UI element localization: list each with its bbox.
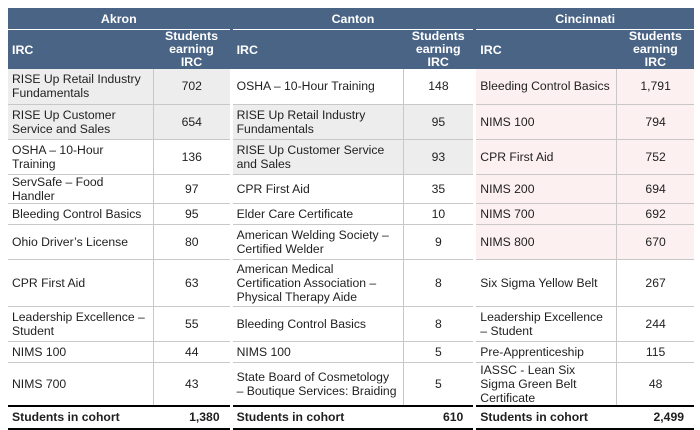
canton-irc-cell: CPR First Aid	[232, 174, 404, 204]
cincinnati-count-cell: 752	[616, 139, 694, 175]
akron-count-cell: 95	[152, 203, 230, 225]
akron-count-cell: 654	[152, 104, 230, 140]
akron-irc-cell: Ohio Driver’s License	[8, 224, 154, 260]
akron-count-cell: 80	[152, 224, 230, 260]
students-column-header: Students earning IRC	[403, 29, 474, 69]
cincinnati-count-cell: 115	[616, 341, 694, 363]
cincinnati-irc-cell: NIMS 100	[476, 104, 617, 140]
totals-value-akron: 1,380	[153, 404, 230, 430]
table-row: Leadership Excellence – Student 55 Bleedin…	[8, 306, 694, 342]
table-row: RISE Up Retail Industry Fundamentals 702 O…	[8, 69, 694, 105]
table-row: Ohio Driver’s License 80 American Welding …	[8, 224, 694, 260]
irc-table-container: Akron Canton Cincinnati IRC Students earn…	[8, 8, 694, 430]
city-header-row: Akron Canton Cincinnati	[8, 8, 694, 30]
city-header-cincinnati: Cincinnati	[476, 8, 694, 30]
canton-count-cell: 95	[402, 104, 474, 140]
akron-count-cell: 44	[152, 341, 230, 363]
akron-count-cell: 702	[152, 69, 230, 105]
canton-count-cell: 148	[402, 69, 474, 105]
canton-irc-cell: Bleeding Control Basics	[232, 306, 404, 342]
canton-irc-cell: State Board of Cosmetology – Boutique Se…	[232, 362, 404, 406]
canton-count-cell: 8	[402, 306, 474, 342]
akron-count-cell: 136	[152, 139, 230, 175]
cincinnati-count-cell: 1,791	[616, 69, 694, 105]
cincinnati-irc-cell: Six Sigma Yellow Belt	[476, 259, 617, 307]
akron-irc-cell: CPR First Aid	[8, 259, 154, 307]
cincinnati-irc-cell: NIMS 800	[476, 224, 617, 260]
canton-count-cell: 5	[402, 341, 474, 363]
totals-label-canton: Students in cohort	[232, 404, 404, 430]
totals-row: Students in cohort 1,380 Students in coh…	[8, 404, 694, 430]
table-row: NIMS 100 44 NIMS 100 5 Pre-Apprenticeship 115	[8, 341, 694, 363]
cincinnati-irc-cell: Bleeding Control Basics	[476, 69, 617, 105]
cincinnati-irc-cell: Pre-Apprenticeship	[476, 341, 617, 363]
akron-irc-cell: Bleeding Control Basics	[8, 203, 154, 225]
canton-irc-cell: RISE Up Retail Industry Fundamentals	[232, 104, 404, 140]
canton-irc-cell: Elder Care Certificate	[232, 203, 404, 225]
canton-irc-cell: American Welding Society – Certified Wel…	[232, 224, 404, 260]
akron-irc-cell: RISE Up Customer Service and Sales	[8, 104, 154, 140]
cincinnati-irc-cell: NIMS 700	[476, 203, 617, 225]
cincinnati-irc-cell: CPR First Aid	[476, 139, 617, 175]
table-row: OSHA – 10-Hour Training 136 RISE Up Custom…	[8, 139, 694, 175]
canton-count-cell: 10	[402, 203, 474, 225]
table-row: Bleeding Control Basics 95 Elder Care Cert…	[8, 203, 694, 225]
cincinnati-count-cell: 267	[616, 259, 694, 307]
akron-irc-cell: NIMS 100	[8, 341, 154, 363]
akron-count-cell: 55	[152, 306, 230, 342]
canton-irc-cell: NIMS 100	[232, 341, 404, 363]
totals-value-cincinnati: 2,499	[616, 404, 694, 430]
city-header-canton: Canton	[232, 8, 474, 30]
irc-table: Akron Canton Cincinnati IRC Students earn…	[8, 8, 694, 430]
totals-label-akron: Students in cohort	[8, 404, 154, 430]
totals-value-canton: 610	[403, 404, 474, 430]
irc-column-header: IRC	[232, 29, 404, 69]
city-header-akron: Akron	[8, 8, 230, 30]
irc-column-header: IRC	[8, 29, 154, 69]
students-column-header: Students earning IRC	[153, 29, 230, 69]
canton-count-cell: 35	[402, 174, 474, 204]
akron-irc-cell: RISE Up Retail Industry Fundamentals	[8, 69, 154, 105]
akron-count-cell: 97	[152, 174, 230, 204]
canton-irc-cell: American Medical Certification Associati…	[232, 259, 404, 307]
canton-count-cell: 93	[402, 139, 474, 175]
cincinnati-count-cell: 694	[616, 174, 694, 204]
akron-irc-cell: NIMS 700	[8, 362, 154, 406]
table-row: CPR First Aid 63 American Medical Certific…	[8, 259, 694, 307]
totals-label-cincinnati: Students in cohort	[476, 404, 617, 430]
table-row: ServSafe – Food Handler 97 CPR First Aid 35…	[8, 174, 694, 204]
column-header-row: IRC Students earning IRC IRC Students earn…	[8, 29, 694, 69]
table-row: NIMS 700 43 State Board of Cosmetology – B…	[8, 362, 694, 406]
akron-count-cell: 43	[152, 362, 230, 406]
irc-column-header: IRC	[476, 29, 617, 69]
canton-irc-cell: RISE Up Customer Service and Sales	[232, 139, 404, 175]
cincinnati-count-cell: 794	[616, 104, 694, 140]
students-column-header: Students earning IRC	[616, 29, 694, 69]
canton-count-cell: 5	[402, 362, 474, 406]
cincinnati-count-cell: 244	[616, 306, 694, 342]
akron-irc-cell: OSHA – 10-Hour Training	[8, 139, 154, 175]
cincinnati-count-cell: 48	[616, 362, 694, 406]
cincinnati-count-cell: 670	[616, 224, 694, 260]
table-row: RISE Up Customer Service and Sales 654 RIS…	[8, 104, 694, 140]
cincinnati-irc-cell: IASSC - Lean Six Sigma Green Belt Certif…	[476, 362, 617, 406]
akron-irc-cell: Leadership Excellence – Student	[8, 306, 154, 342]
akron-irc-cell: ServSafe – Food Handler	[8, 174, 154, 204]
cincinnati-irc-cell: NIMS 200	[476, 174, 617, 204]
canton-count-cell: 8	[402, 259, 474, 307]
canton-count-cell: 9	[402, 224, 474, 260]
akron-count-cell: 63	[152, 259, 230, 307]
cincinnati-irc-cell: Leadership Excellence – Student	[476, 306, 617, 342]
canton-irc-cell: OSHA – 10-Hour Training	[232, 69, 404, 105]
cincinnati-count-cell: 692	[616, 203, 694, 225]
